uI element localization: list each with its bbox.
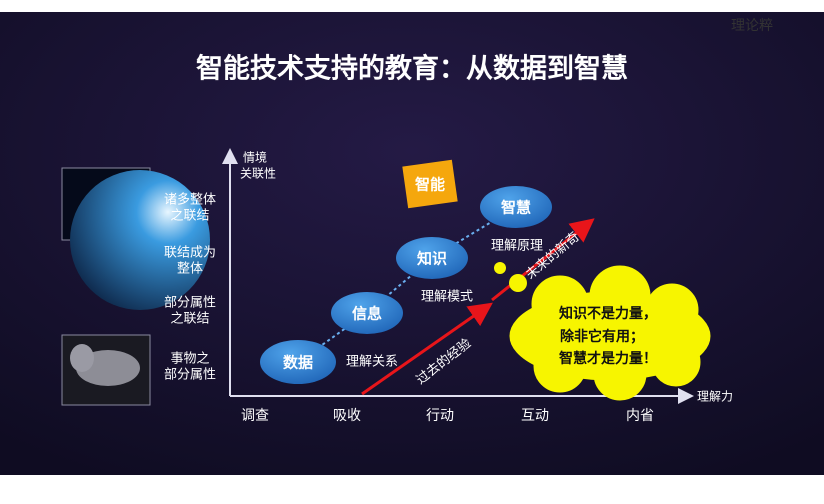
relation-label: 理解关系 (346, 355, 398, 370)
node-label: 智慧 (501, 199, 531, 217)
x-level: 互动 (521, 408, 549, 424)
y-axis-label: 情境 (243, 150, 267, 165)
node-label: 智能 (415, 176, 445, 194)
x-level: 吸收 (333, 408, 361, 424)
node (480, 186, 552, 228)
node (396, 237, 468, 279)
y-level: 诸多整体 (164, 192, 216, 208)
title: 智能技术支持的教育：从数据到智慧 (196, 53, 628, 85)
x-level: 行动 (426, 408, 454, 424)
callout-text: 知识不是力量， (559, 305, 657, 322)
node-label: 信息 (352, 305, 382, 323)
y-level: 之联结 (170, 312, 209, 327)
arrow (361, 302, 493, 396)
node (260, 340, 336, 384)
globe (70, 170, 210, 310)
watermark: 理论粹 (731, 18, 773, 34)
arrow (491, 218, 595, 302)
relation-label: 理解原理 (491, 239, 543, 254)
elephant-head (70, 344, 94, 372)
bubble (494, 262, 506, 274)
node (331, 292, 403, 334)
node-label: 数据 (283, 354, 313, 372)
y-level: 之联结 (170, 209, 209, 224)
x-axis-label: 理解力 (697, 390, 733, 404)
callout-text: 除非它有用； (560, 328, 644, 345)
node (402, 159, 458, 209)
y-level: 部分属性 (164, 296, 216, 311)
y-axis-label: 关联性 (240, 167, 276, 181)
x-level: 内省 (626, 408, 654, 424)
x-level: 调查 (241, 408, 269, 424)
callout-text: 智慧才是力量！ (558, 350, 657, 367)
bubble (509, 274, 527, 292)
relation-label: 理解模式 (421, 290, 473, 305)
y-level: 联结成为 (164, 246, 216, 261)
y-level: 事物之 (170, 352, 209, 367)
connector (297, 206, 517, 363)
y-level: 部分属性 (164, 368, 216, 383)
cloud (509, 265, 711, 401)
node-label: 知识 (417, 250, 447, 268)
y-level: 整体 (177, 262, 203, 277)
